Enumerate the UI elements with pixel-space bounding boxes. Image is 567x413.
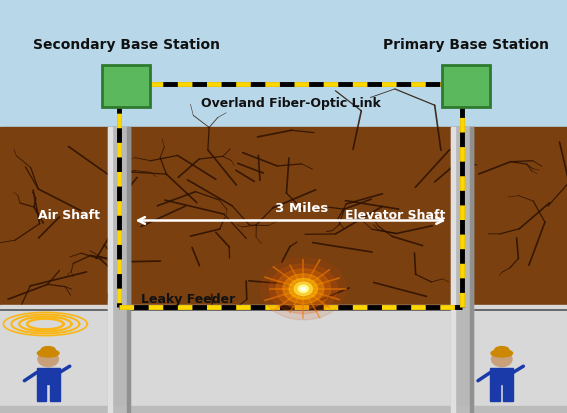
Bar [490,385,500,401]
Bar [37,385,46,401]
Text: 3 Miles: 3 Miles [276,202,328,215]
Bar [451,128,473,413]
Bar [102,66,150,107]
Circle shape [301,287,306,291]
Text: Elevator Shaft: Elevator Shaft [345,209,446,222]
Bar [490,368,513,385]
Ellipse shape [41,347,55,354]
Bar [0,128,567,310]
Ellipse shape [491,350,513,357]
Bar [108,128,130,413]
Ellipse shape [494,347,509,354]
Text: Leaky Feeder: Leaky Feeder [141,293,235,306]
Circle shape [294,282,312,296]
Bar [451,128,455,413]
Circle shape [289,279,318,299]
Ellipse shape [37,350,59,357]
Bar [50,385,60,401]
Circle shape [38,352,58,367]
Circle shape [283,274,324,304]
Bar [442,66,490,107]
Text: Overland Fiber-Optic Link: Overland Fiber-Optic Link [201,97,380,110]
Text: Air Shaft: Air Shaft [38,209,100,222]
Bar [127,128,130,413]
Circle shape [269,264,337,314]
Bar [470,128,473,413]
Circle shape [492,352,512,367]
Bar [0,306,567,413]
Text: Primary Base Station: Primary Base Station [383,38,549,52]
Bar [0,0,567,128]
Bar [108,128,112,413]
Bar [0,406,567,413]
Circle shape [261,258,346,320]
Text: Secondary Base Station: Secondary Base Station [33,38,219,52]
Circle shape [276,269,331,309]
Circle shape [298,285,308,293]
Bar [37,368,60,385]
Bar [503,385,513,401]
